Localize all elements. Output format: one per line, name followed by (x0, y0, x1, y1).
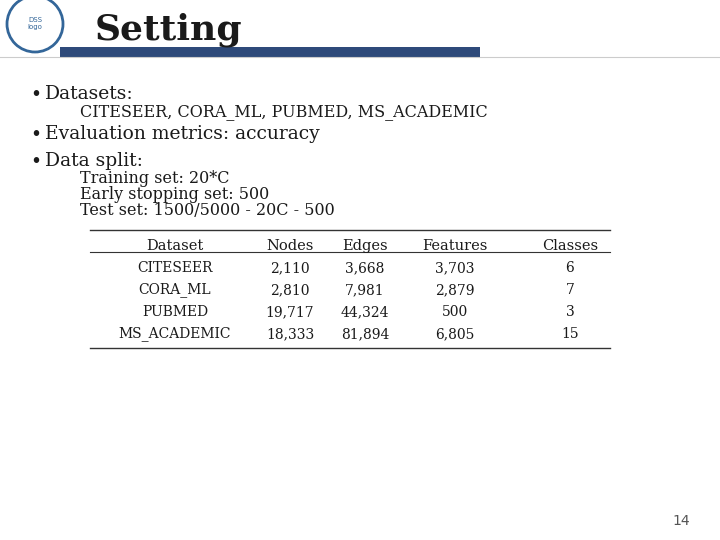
Text: 2,810: 2,810 (270, 283, 310, 297)
Text: •: • (30, 152, 41, 171)
Text: 6: 6 (566, 261, 575, 275)
Text: Setting: Setting (95, 13, 243, 47)
Circle shape (7, 0, 63, 52)
Text: 81,894: 81,894 (341, 327, 390, 341)
Text: PUBMED: PUBMED (142, 305, 208, 319)
Text: Dataset: Dataset (146, 239, 204, 253)
Text: •: • (30, 85, 41, 104)
Text: Data split:: Data split: (45, 152, 143, 170)
Text: 6,805: 6,805 (436, 327, 474, 341)
Text: Nodes: Nodes (266, 239, 314, 253)
Text: 3,703: 3,703 (436, 261, 474, 275)
Text: 2,110: 2,110 (270, 261, 310, 275)
Text: Features: Features (423, 239, 487, 253)
Text: 3,668: 3,668 (346, 261, 384, 275)
FancyBboxPatch shape (0, 0, 720, 50)
Text: DSS
logo: DSS logo (27, 17, 42, 30)
Text: •: • (30, 125, 41, 144)
Text: 15: 15 (561, 327, 579, 341)
Text: Training set: 20*C: Training set: 20*C (80, 170, 230, 187)
Text: 7,981: 7,981 (345, 283, 384, 297)
Text: 3: 3 (566, 305, 575, 319)
Text: MS_ACADEMIC: MS_ACADEMIC (119, 327, 231, 341)
Text: Test set: 1500/5000 - 20C - 500: Test set: 1500/5000 - 20C - 500 (80, 202, 335, 219)
Text: CORA_ML: CORA_ML (139, 282, 211, 298)
Text: 500: 500 (442, 305, 468, 319)
FancyBboxPatch shape (60, 47, 480, 57)
Text: 18,333: 18,333 (266, 327, 314, 341)
Text: 14: 14 (672, 514, 690, 528)
Text: Datasets:: Datasets: (45, 85, 134, 103)
Text: Evaluation metrics: accuracy: Evaluation metrics: accuracy (45, 125, 320, 143)
Text: Early stopping set: 500: Early stopping set: 500 (80, 186, 269, 203)
Text: CITESEER, CORA_ML, PUBMED, MS_ACADEMIC: CITESEER, CORA_ML, PUBMED, MS_ACADEMIC (80, 103, 487, 120)
Text: 2,879: 2,879 (436, 283, 474, 297)
Text: Edges: Edges (342, 239, 388, 253)
Text: 44,324: 44,324 (341, 305, 390, 319)
Text: Classes: Classes (542, 239, 598, 253)
Text: CITESEER: CITESEER (138, 261, 212, 275)
Text: 19,717: 19,717 (266, 305, 315, 319)
Text: 7: 7 (566, 283, 575, 297)
